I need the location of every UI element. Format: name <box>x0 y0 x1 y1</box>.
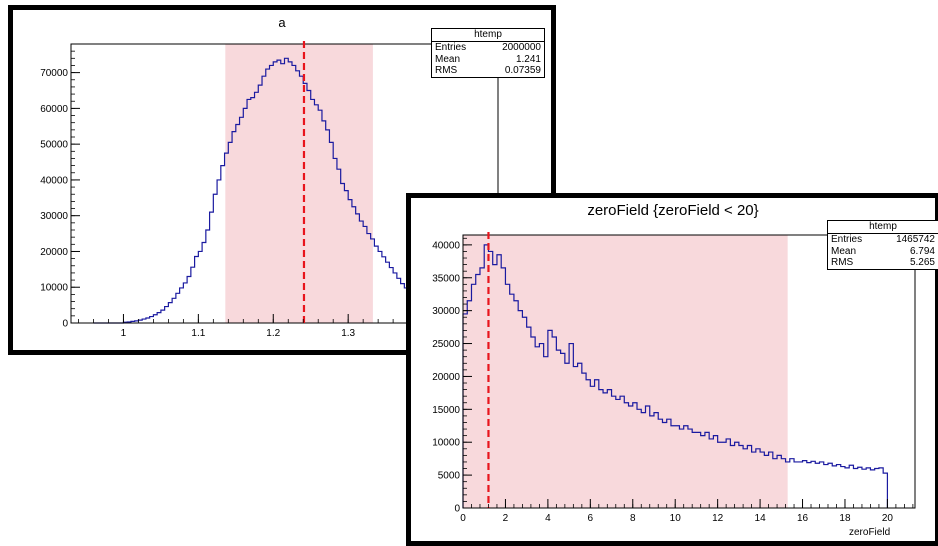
histogram-plot-b: 0 2 4 6 8 10 12 14 16 18 20 0 5000 10000 15000 20000 250… <box>432 232 916 524</box>
plot-frame <box>70 43 499 324</box>
y-tick-label: 0 <box>454 504 460 515</box>
x-tick-label: 2 <box>503 513 509 524</box>
histogram-series <box>462 244 889 508</box>
y-tick-label: 50000 <box>40 140 68 151</box>
stats-row-entries: Entries 1465742 <box>831 234 935 245</box>
y-tick-label: 60000 <box>40 104 68 115</box>
stats-row-rms: RMS 0.07359 <box>435 65 541 76</box>
x-tick-label: 1.3 <box>341 328 355 339</box>
stats-row-mean: Mean 1.241 <box>435 53 541 65</box>
histogram-plot-a: 11.11.21.31.4010000200003000040000500006… <box>40 41 499 339</box>
shaded-region <box>463 235 788 508</box>
histogram-panel-a: 11.11.21.31.4010000200003000040000500006… <box>8 5 556 355</box>
y-tick-label: 5000 <box>438 471 461 482</box>
y-tick-label: 30000 <box>40 211 68 222</box>
y-tick-label: 15000 <box>432 405 460 416</box>
stats-box-title: htemp <box>432 29 544 42</box>
x-tick-label: 18 <box>839 513 851 524</box>
stats-row-rms: RMS 5.265 <box>831 257 935 268</box>
x-tick-label: 10 <box>670 513 682 524</box>
x-tick-label: 16 <box>797 513 809 524</box>
stats-row-entries: Entries 2000000 <box>435 42 541 53</box>
y-tick-label: 0 <box>62 319 68 330</box>
y-tick-label: 40000 <box>432 240 460 251</box>
x-tick-label: 12 <box>712 513 724 524</box>
x-axis-label: zeroField <box>849 527 891 538</box>
x-tick-label: 1.2 <box>266 328 280 339</box>
chart-title: a <box>278 15 286 30</box>
x-tick-label: 0 <box>460 513 466 524</box>
x-tick-label: 1 <box>121 328 127 339</box>
y-tick-label: 10000 <box>432 438 460 449</box>
x-tick-label: 14 <box>755 513 767 524</box>
y-tick-label: 40000 <box>40 175 68 186</box>
histogram-panel-b: 0 2 4 6 8 10 12 14 16 18 20 0 5000 10000 15000 20000 250… <box>406 193 938 546</box>
x-tick-label: 4 <box>545 513 551 524</box>
stats-box: htemp Entries 2000000 Mean 1.241 RMS 0.0735… <box>431 28 545 78</box>
shaded-region <box>225 44 373 323</box>
x-tick-label: 8 <box>630 513 636 524</box>
y-tick-label: 20000 <box>40 247 68 258</box>
stats-box-title: htemp <box>828 221 938 234</box>
stats-box: htemp Entries 1465742 Mean 6.794 RMS 5.265 <box>827 220 938 270</box>
x-tick-label: 6 <box>588 513 594 524</box>
x-tick-label: 20 <box>882 513 894 524</box>
y-tick-label: 25000 <box>432 339 460 350</box>
y-tick-label: 70000 <box>40 68 68 79</box>
chart-title: zeroField {zeroField < 20} <box>587 202 759 219</box>
plot-frame <box>462 234 916 509</box>
x-tick-label: 1.1 <box>191 328 205 339</box>
stats-row-mean: Mean 6.794 <box>831 245 935 257</box>
y-tick-label: 10000 <box>40 283 68 294</box>
y-tick-label: 35000 <box>432 273 460 284</box>
y-tick-label: 20000 <box>432 372 460 383</box>
y-tick-label: 30000 <box>432 306 460 317</box>
